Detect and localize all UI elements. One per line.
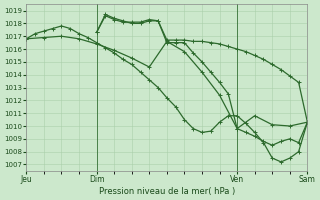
X-axis label: Pression niveau de la mer( hPa ): Pression niveau de la mer( hPa ) xyxy=(99,187,235,196)
